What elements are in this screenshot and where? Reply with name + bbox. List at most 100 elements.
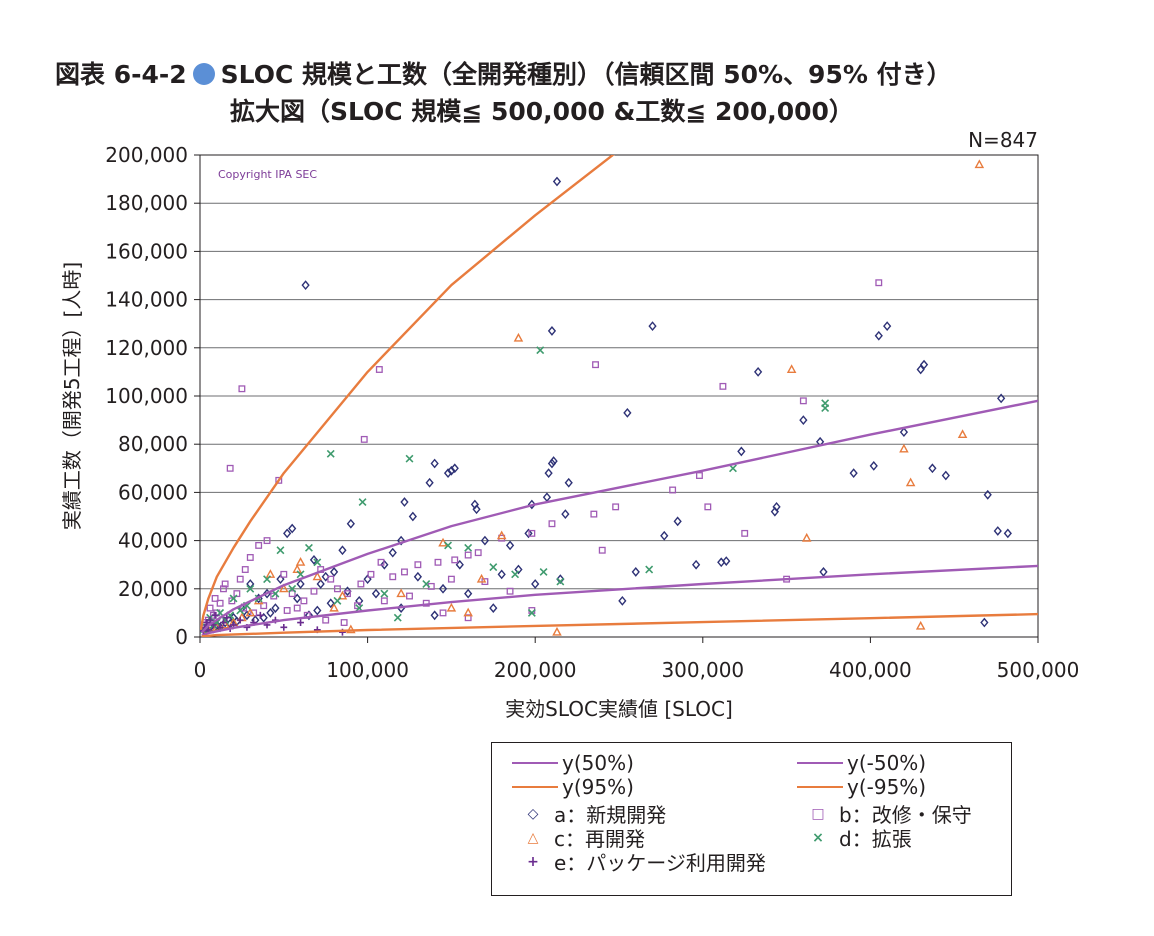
curve-line-0: [200, 399, 1038, 634]
data-point-series-2: [312, 571, 323, 581]
data-point-series-3: [393, 613, 402, 622]
x-tick-label: 500,000: [997, 658, 1080, 682]
data-point-series-0: [928, 463, 937, 474]
data-point-series-1: [340, 619, 348, 626]
data-point-series-0: [313, 605, 322, 616]
legend-label: a：新規開発: [554, 803, 667, 827]
data-point-series-0: [772, 501, 781, 512]
data-point-series-0: [623, 407, 632, 418]
figure-label: 図表 6-4-2: [55, 60, 187, 89]
data-point-series-0: [556, 574, 565, 585]
y-tick-label: 100,000: [105, 384, 188, 408]
data-point-series-1: [401, 568, 408, 576]
data-point-series-1: [216, 599, 224, 607]
data-point-series-0: [980, 617, 989, 628]
data-point-series-0: [400, 497, 409, 507]
data-point-series-1: [322, 616, 330, 624]
data-point-series-0: [455, 559, 464, 570]
data-point-series-1: [293, 604, 301, 612]
data-point-series-0: [737, 446, 746, 457]
data-point-series-3: [304, 543, 313, 552]
data-point-series-1: [283, 607, 291, 614]
curve-line-2: [200, 155, 615, 631]
data-point-series-3: [263, 575, 272, 584]
data-point-series-0: [849, 468, 858, 479]
data-point-series-1: [211, 594, 219, 602]
data-point-series-0: [524, 528, 533, 539]
data-point-series-2: [463, 607, 473, 617]
legend-item-curve-0: y(50%): [512, 751, 634, 775]
data-point-series-1: [406, 592, 413, 600]
data-point-series-4: [220, 619, 227, 626]
data-point-series-0: [547, 458, 557, 469]
data-point-series-4: [280, 623, 288, 631]
data-point-series-0: [997, 393, 1006, 404]
data-point-series-3: [821, 404, 830, 413]
legend-label: d：拡張: [839, 827, 912, 851]
figure-title-line1: 図表 6-4-2 SLOC 規模と工数（全開発種別）（信頼区間 50%、95% 付…: [55, 55, 952, 91]
data-point-series-0: [321, 571, 330, 582]
data-point-series-0: [388, 547, 397, 558]
data-point-series-0: [527, 499, 536, 510]
y-tick-label: 160,000: [105, 239, 188, 263]
data-point-series-3: [489, 563, 498, 572]
data-point-series-0: [296, 579, 305, 589]
data-point-series-3: [326, 449, 335, 458]
legend-marker-diamond-icon: ◇: [527, 805, 539, 822]
data-point-series-1: [233, 590, 241, 598]
data-point-series-1: [354, 602, 361, 610]
data-point-series-1: [590, 510, 598, 518]
data-point-series-0: [547, 326, 557, 336]
legend-item-series-1: □ b：改修・保守: [807, 799, 971, 828]
data-point-series-1: [270, 592, 278, 600]
data-point-series-4: [223, 614, 231, 622]
data-point-series-3: [276, 546, 285, 555]
legend-item-series-0: ◇ a：新規開発: [522, 799, 667, 828]
data-point-series-2: [245, 607, 256, 617]
data-point-series-0: [514, 564, 523, 575]
data-point-series-0: [447, 465, 456, 476]
data-point-series-0: [438, 583, 448, 594]
data-point-series-1: [377, 558, 385, 566]
legend-swatch-line: [797, 762, 843, 764]
data-point-series-0: [443, 468, 453, 479]
y-tick-label: 200,000: [105, 143, 188, 167]
copyright-note: Copyright IPA SEC: [218, 168, 317, 181]
legend-label: e：パッケージ利用開発: [554, 851, 766, 875]
plot-content: [200, 155, 1038, 637]
data-point-series-0: [271, 603, 280, 613]
data-point-series-1: [221, 580, 229, 588]
data-point-series-2: [974, 159, 985, 169]
data-point-series-0: [544, 468, 553, 479]
data-point-series-1: [357, 580, 365, 588]
x-tick-label: 200,000: [494, 658, 577, 682]
data-point-series-0: [309, 554, 319, 565]
y-tick-label: 20,000: [118, 577, 188, 601]
x-tick-label: 400,000: [829, 658, 912, 682]
legend-label: y(95%): [562, 775, 634, 799]
data-point-series-0: [941, 470, 950, 481]
data-point-series-0: [343, 586, 352, 597]
data-point-series-0: [753, 367, 763, 377]
data-point-series-3: [288, 584, 297, 593]
data-point-series-0: [561, 509, 570, 519]
data-point-series-0: [919, 359, 929, 370]
data-point-series-2: [915, 620, 926, 630]
data-point-series-0: [276, 574, 285, 585]
y-axis-label: 実績工数（開発5工程）[人時]: [60, 262, 84, 530]
data-point-series-1: [236, 575, 244, 583]
data-point-series-1: [280, 570, 288, 578]
y-tick-label: 120,000: [105, 336, 188, 360]
data-point-series-3: [380, 589, 389, 598]
data-point-series-0: [549, 456, 558, 466]
curve-line-1: [201, 564, 1038, 637]
data-point-series-0: [722, 556, 731, 566]
data-point-series-1: [439, 609, 447, 617]
data-point-series-3: [333, 596, 342, 605]
data-point-series-2: [329, 602, 339, 612]
data-point-series-2: [899, 443, 909, 453]
data-point-series-1: [612, 503, 620, 511]
data-point-series-3: [296, 570, 305, 579]
data-point-series-1: [704, 503, 712, 511]
data-point-series-0: [464, 588, 473, 599]
